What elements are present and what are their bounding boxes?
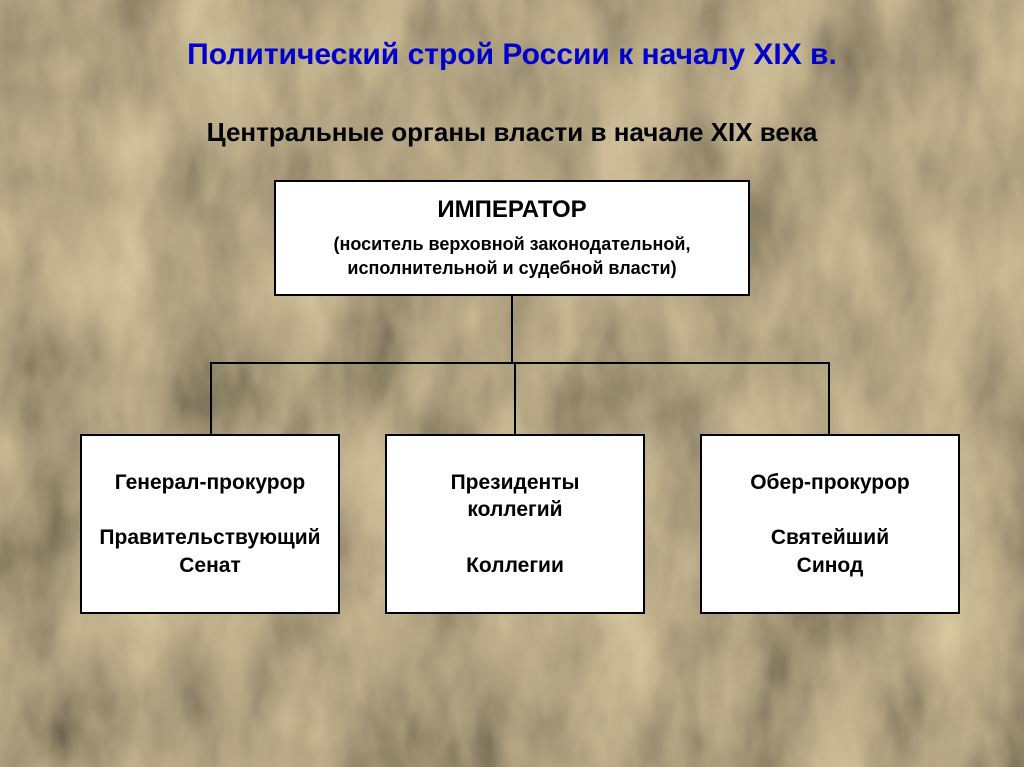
emperor-desc: (носитель верховной законодательной, исп…: [292, 232, 732, 281]
emperor-desc-line2: исполнительной и судебной власти): [347, 258, 676, 278]
slide-title: Политический строй России к началу XIX в…: [0, 0, 1024, 72]
emperor-box: ИМПЕРАТОР (носитель верховной законодате…: [274, 180, 750, 296]
connector-center: [514, 362, 516, 434]
collegia-box: Президенты коллегий Коллегии: [385, 434, 645, 614]
synod-header: Обер-прокурор: [718, 469, 942, 496]
collegia-header: Президенты коллегий: [403, 469, 627, 524]
connector-main: [511, 296, 513, 364]
synod-box: Обер-прокурор Святейший Синод: [700, 434, 960, 614]
emperor-title: ИМПЕРАТОР: [292, 196, 732, 224]
synod-body: Святейший Синод: [718, 524, 942, 579]
senate-body-line1: Правительствующий: [99, 526, 320, 549]
connector-left: [210, 362, 212, 434]
emperor-desc-line1: (носитель верховной законодательной,: [334, 234, 691, 254]
synod-body-line2: Синод: [797, 554, 864, 577]
senate-body: Правительствующий Сенат: [98, 524, 322, 579]
senate-body-line2: Сенат: [179, 554, 241, 577]
connector-right: [828, 362, 830, 434]
slide-subtitle: Центральные органы власти в начале XIX в…: [0, 117, 1024, 148]
collegia-header-line2: коллегий: [467, 498, 562, 521]
collegia-header-line1: Президенты: [451, 471, 580, 494]
org-diagram: ИМПЕРАТОР (носитель верховной законодате…: [0, 180, 1024, 670]
senate-header: Генерал-прокурор: [98, 469, 322, 496]
collegia-body: Коллегии: [403, 552, 627, 579]
senate-box: Генерал-прокурор Правительствующий Сенат: [80, 434, 340, 614]
connector-horizontal: [210, 362, 830, 364]
synod-body-line1: Святейший: [771, 526, 889, 549]
slide-content: Политический строй России к началу XIX в…: [0, 0, 1024, 767]
